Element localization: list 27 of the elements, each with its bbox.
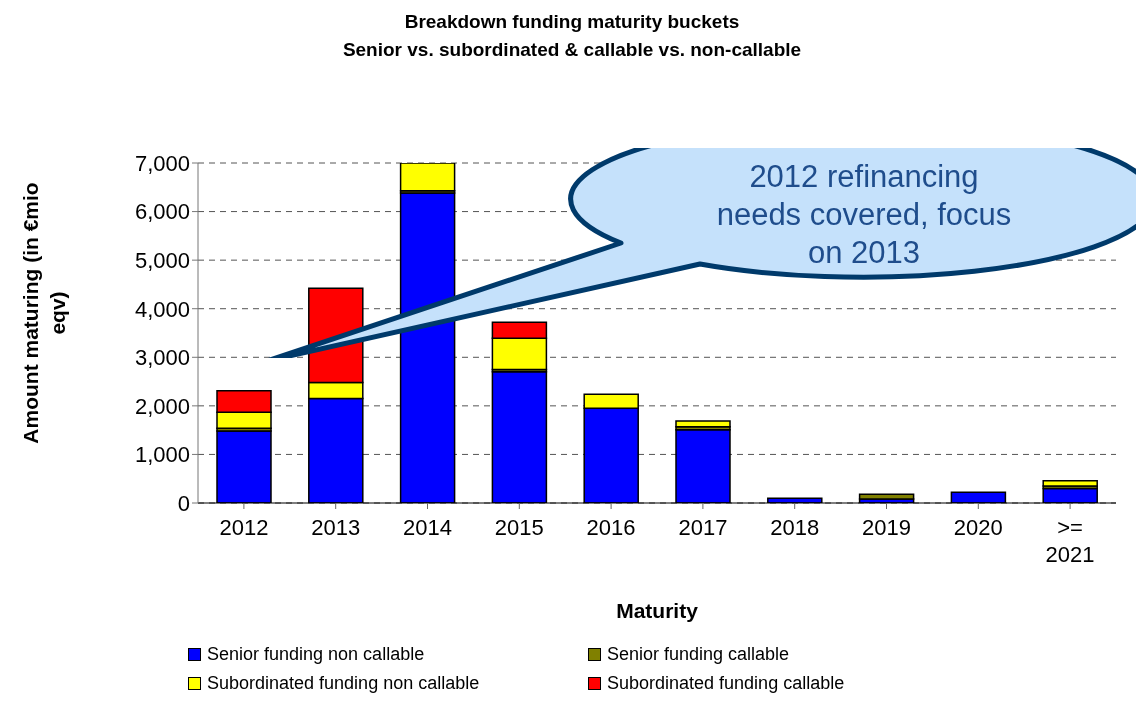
chart-subtitle: Senior vs. subordinated & callable vs. non-callable — [341, 38, 803, 62]
x-tick-label: 2019 — [862, 515, 911, 540]
legend-label: Subordinated funding non callable — [207, 673, 480, 694]
x-tick-label: 2017 — [678, 515, 728, 540]
y-tick-label: 5,000 — [134, 247, 190, 273]
y-tick-label: 6,000 — [134, 199, 190, 225]
annotation: 2012 refinancing needs covered, focus on 2013 — [715, 158, 1013, 272]
x-tick-label: 2015 — [494, 515, 544, 540]
y-tick-label: 3,000 — [134, 345, 190, 371]
y-tick-label: 7,000 — [134, 150, 190, 176]
x-tick-label: 2013 — [311, 515, 361, 540]
x-tick-label: 2018 — [770, 515, 820, 540]
legend-label: Senior funding non callable — [207, 644, 425, 665]
x-tick-label: >= 2021 — [1045, 515, 1095, 567]
legend-label: Senior funding callable — [607, 644, 790, 665]
y-tick-label: 4,000 — [134, 296, 190, 322]
y-tick-label: 1,000 — [134, 442, 190, 468]
y-tick-label: 0 — [177, 490, 190, 516]
x-tick-label: 2016 — [586, 515, 636, 540]
x-axis-title: Maturity — [616, 599, 699, 622]
legend-label: Subordinated funding callable — [607, 673, 845, 694]
x-tick-label: 2014 — [403, 515, 452, 540]
x-tick-label: 2020 — [953, 515, 1003, 540]
y-axis-title: Amount maturing (in €mio eqv) — [19, 182, 69, 444]
y-tick-label: 2,000 — [134, 393, 190, 419]
x-tick-label: 2012 — [219, 515, 269, 540]
chart-title: Breakdown funding maturity buckets — [403, 10, 741, 34]
